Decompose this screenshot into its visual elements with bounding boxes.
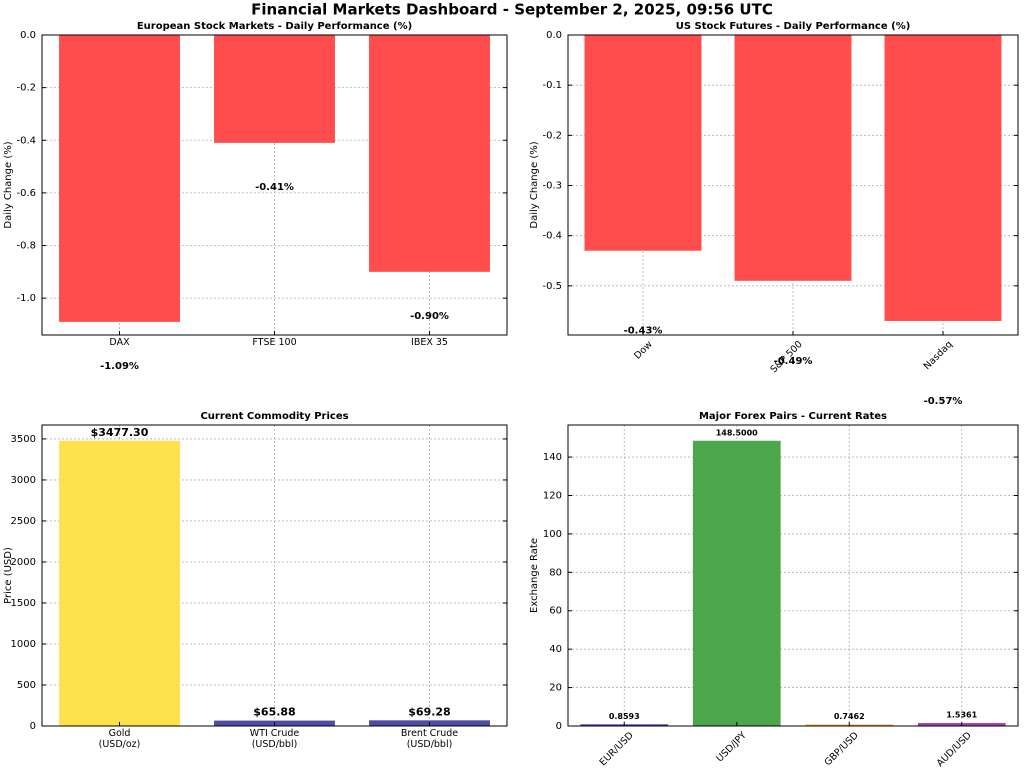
y-tick-label: -0.8	[16, 241, 36, 252]
x-tick-label: IBEX 35	[411, 337, 448, 348]
y-axis-label: Price (USD)	[3, 547, 14, 604]
axes-frame	[41, 424, 508, 727]
axes-frame	[567, 424, 1019, 727]
y-tick-label: 2500	[11, 516, 36, 527]
chart-title: Major Forex Pairs - Current Rates	[699, 411, 887, 422]
bar	[369, 35, 490, 272]
bar	[692, 440, 781, 726]
y-tick-label: -0.1	[542, 80, 562, 91]
dashboard-title: Financial Markets Dashboard - September …	[251, 1, 773, 19]
y-tick-label: 140	[543, 452, 562, 463]
y-axis-label: Daily Change (%)	[3, 141, 14, 228]
bar	[59, 440, 180, 726]
y-tick-label: -0.5	[542, 281, 562, 292]
chart-title: Current Commodity Prices	[200, 411, 348, 422]
value-label: -0.49%	[774, 356, 813, 367]
axes-frame	[41, 34, 508, 336]
x-tick-label: Brent Crude (USD/bbl)	[400, 728, 459, 750]
y-tick-label: -0.6	[16, 188, 36, 199]
bar	[59, 35, 180, 322]
value-label: -0.57%	[924, 396, 963, 407]
y-tick-label: 1000	[11, 639, 36, 650]
y-tick-label: -0.3	[542, 181, 562, 192]
y-tick-label: 1500	[11, 598, 36, 609]
value-label: 0.7462	[834, 712, 865, 721]
value-label: -0.41%	[255, 182, 294, 193]
y-tick-label: 100	[543, 529, 562, 540]
y-tick-label: 0	[30, 721, 36, 732]
value-label: -0.90%	[410, 311, 449, 322]
y-tick-label: -0.2	[16, 83, 36, 94]
x-tick-label: WTI Crude (USD/bbl)	[249, 728, 300, 750]
y-axis-label: Daily Change (%)	[529, 141, 540, 228]
y-tick-label: -0.2	[542, 130, 562, 141]
x-tick-label: FTSE 100	[252, 337, 297, 348]
bar	[884, 35, 1002, 321]
value-label: $3477.30	[91, 426, 149, 439]
value-label: 1.5361	[946, 711, 977, 720]
x-tick-label: DAX	[109, 337, 130, 348]
y-axis-label: Exchange Rate	[529, 538, 540, 613]
y-tick-label: 20	[549, 683, 562, 694]
y-tick-label: 0.0	[546, 30, 562, 41]
value-label: 0.8593	[609, 712, 640, 721]
bar	[584, 35, 702, 251]
bar	[734, 35, 852, 281]
y-tick-label: 500	[17, 680, 36, 691]
axes-frame	[567, 34, 1019, 336]
y-tick-label: 2000	[11, 557, 36, 568]
y-tick-label: 120	[543, 490, 562, 501]
y-tick-label: -0.4	[542, 231, 562, 242]
chart-title: US Stock Futures - Daily Performance (%)	[676, 21, 911, 32]
chart-title: European Stock Markets - Daily Performan…	[137, 21, 412, 32]
y-tick-label: -0.4	[16, 135, 36, 146]
value-label: 148.5000	[716, 428, 758, 437]
y-tick-label: 80	[549, 567, 562, 578]
y-tick-label: 0.0	[20, 30, 36, 41]
y-tick-label: 3500	[11, 434, 36, 445]
y-tick-label: 3000	[11, 475, 36, 486]
x-tick-label: Gold (USD/oz)	[98, 728, 141, 750]
value-label: $65.88	[253, 706, 295, 719]
y-tick-label: 40	[549, 644, 562, 655]
value-label: $69.28	[408, 705, 450, 718]
bar	[214, 35, 335, 143]
y-tick-label: 0	[556, 721, 562, 732]
value-label: -1.09%	[100, 361, 139, 372]
y-tick-label: -1.0	[16, 293, 36, 304]
y-tick-label: 60	[549, 606, 562, 617]
